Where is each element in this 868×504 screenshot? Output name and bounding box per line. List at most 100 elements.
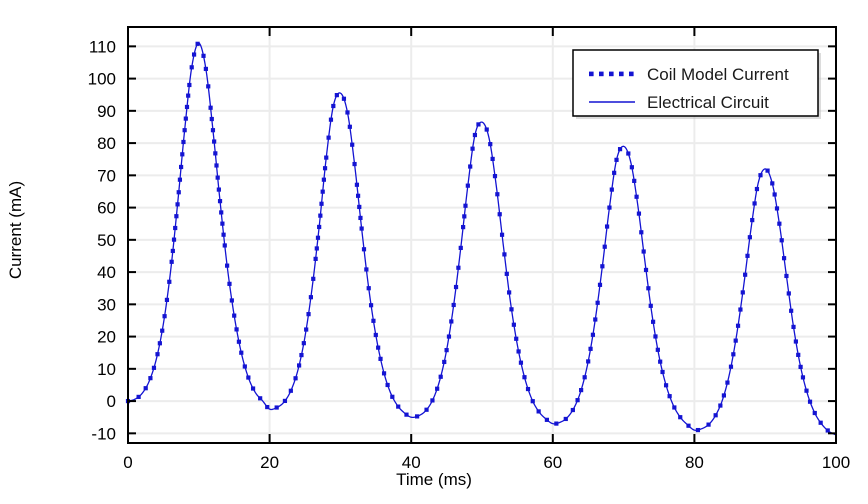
data-marker — [321, 177, 326, 182]
data-marker — [544, 417, 549, 422]
y-axis-ticks — [128, 45, 836, 435]
data-marker — [818, 420, 823, 425]
y-tick-label: 110 — [89, 37, 116, 56]
data-marker — [171, 237, 177, 242]
data-marker — [210, 128, 216, 133]
data-marker — [274, 405, 279, 410]
data-marker — [212, 139, 217, 144]
data-marker — [297, 363, 302, 368]
data-marker — [484, 127, 489, 132]
data-marker — [582, 375, 587, 380]
data-marker — [636, 211, 642, 216]
data-marker — [177, 177, 183, 182]
data-marker — [672, 405, 677, 410]
data-marker — [299, 352, 304, 358]
data-marker — [588, 346, 593, 351]
data-marker — [442, 359, 447, 365]
data-marker — [641, 249, 646, 254]
data-marker — [511, 322, 516, 327]
x-axis-label: Time (ms) — [396, 470, 472, 489]
data-marker — [786, 291, 791, 296]
x-tick-label: 0 — [123, 453, 132, 472]
data-marker — [164, 297, 170, 302]
data-marker — [173, 225, 178, 231]
data-marker — [359, 226, 364, 231]
data-marker — [660, 369, 665, 375]
data-marker — [495, 192, 500, 197]
data-marker — [347, 124, 352, 129]
y-tick-label: 10 — [97, 360, 116, 379]
data-marker — [157, 341, 162, 346]
data-marker — [629, 165, 634, 170]
data-marker — [825, 428, 830, 433]
data-marker — [225, 263, 230, 268]
data-marker — [208, 105, 213, 110]
data-marker — [646, 286, 651, 291]
data-marker — [626, 151, 631, 156]
data-marker — [306, 312, 311, 317]
data-marker — [184, 104, 190, 110]
y-tick-label: 60 — [97, 199, 116, 218]
y-tick-label: 50 — [97, 231, 116, 250]
data-marker — [187, 82, 192, 88]
data-marker — [639, 230, 644, 235]
data-marker — [214, 163, 219, 168]
data-marker — [738, 307, 743, 312]
data-marker — [170, 248, 175, 254]
data-marker — [595, 300, 600, 305]
data-marker — [378, 356, 383, 361]
data-marker — [354, 182, 360, 187]
data-marker — [176, 190, 181, 195]
data-marker — [747, 235, 752, 240]
data-marker — [364, 267, 369, 272]
data-marker — [607, 205, 612, 210]
data-marker — [774, 206, 780, 211]
data-marker — [488, 142, 493, 147]
data-marker — [472, 132, 478, 138]
data-marker — [651, 319, 656, 324]
data-marker — [148, 376, 153, 381]
data-marker — [179, 164, 184, 170]
series-coil-model-current — [125, 41, 830, 433]
y-tick-label: 100 — [88, 70, 116, 89]
data-marker — [216, 187, 221, 192]
data-marker — [563, 416, 568, 422]
legend-marker-dotted — [619, 71, 624, 77]
data-marker — [798, 364, 803, 369]
data-marker — [781, 256, 787, 261]
data-marker — [604, 224, 610, 229]
data-marker — [518, 360, 524, 365]
legend[interactable]: Coil Model Current Electrical Circuit — [572, 49, 821, 119]
data-marker — [282, 398, 288, 404]
data-marker — [570, 407, 575, 413]
data-marker — [706, 422, 711, 427]
data-marker — [381, 371, 387, 376]
data-marker — [590, 332, 596, 337]
data-marker — [155, 352, 160, 357]
data-marker — [328, 117, 334, 122]
data-marker — [579, 388, 584, 393]
data-marker — [160, 328, 165, 333]
data-marker — [536, 409, 541, 414]
data-marker — [740, 290, 745, 295]
legend-items[interactable]: Coil Model Current Electrical Circuit — [589, 65, 789, 112]
data-marker — [215, 175, 220, 180]
data-marker — [653, 334, 658, 339]
data-marker — [315, 235, 321, 240]
data-marker — [655, 347, 660, 352]
data-marker — [754, 186, 760, 192]
data-marker — [213, 151, 218, 156]
data-marker — [404, 412, 409, 417]
data-marker — [516, 349, 521, 354]
data-marker — [789, 308, 794, 313]
data-marker — [525, 386, 531, 392]
data-marker — [318, 213, 323, 218]
data-marker — [151, 365, 157, 370]
data-marker — [186, 93, 191, 98]
data-marker — [217, 199, 223, 204]
data-marker — [784, 273, 789, 279]
x-tick-label: 100 — [822, 453, 850, 472]
data-marker — [461, 225, 466, 230]
data-marker — [183, 116, 188, 121]
